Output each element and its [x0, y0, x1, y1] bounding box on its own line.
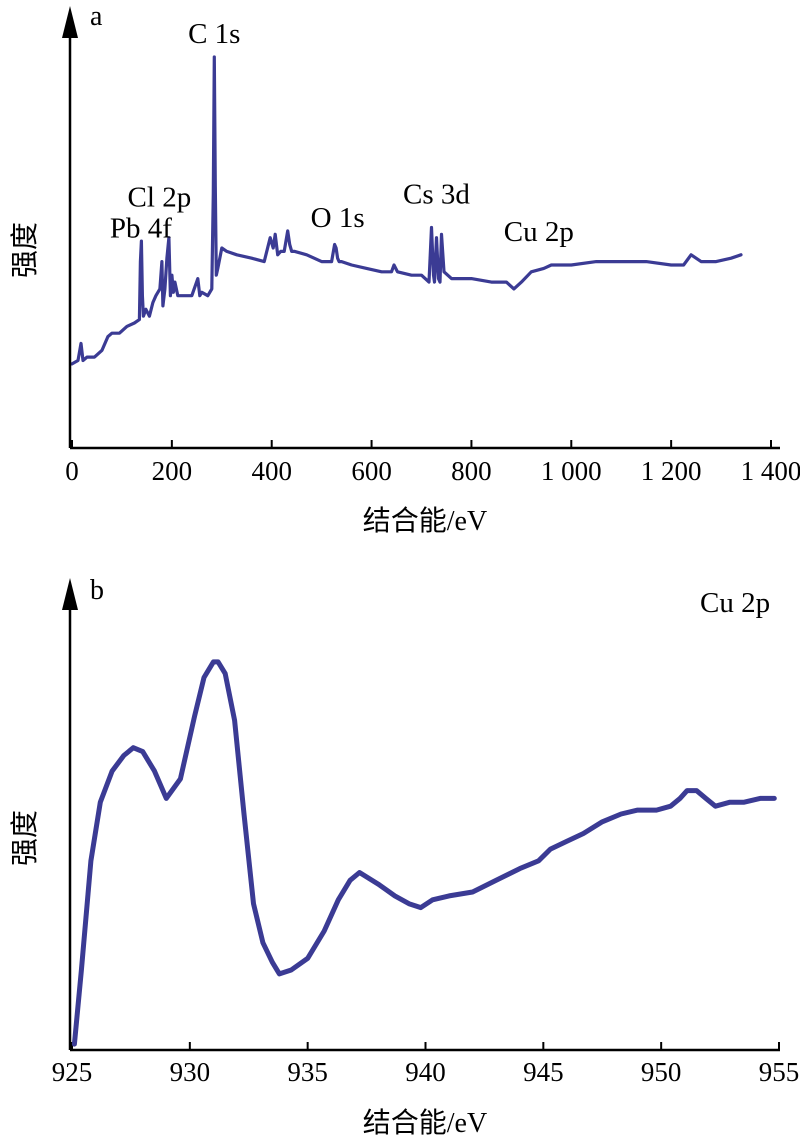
y-axis-title: 强度: [9, 810, 41, 866]
x-tick-label-925: 925: [52, 1057, 93, 1087]
panel-a-label: a: [90, 1, 103, 32]
panel-b-label: b: [90, 575, 104, 606]
x-tick-label-955: 955: [759, 1057, 800, 1087]
x-tick-label-400: 400: [251, 456, 292, 486]
x-tick-label-600: 600: [351, 456, 392, 486]
x-axis-tick-labels: 0 200 400 600 800 1 000 1 200 1 400: [65, 456, 800, 486]
panel-b-title: Cu 2p: [700, 587, 770, 619]
x-tick-label-800: 800: [451, 456, 492, 486]
x-tick-label-950: 950: [641, 1057, 682, 1087]
peak-label-o-1s: O 1s: [311, 202, 365, 234]
x-tick-label-1400: 1 400: [741, 456, 800, 486]
x-tick-label-0: 0: [65, 456, 79, 486]
peak-label-cs-3d: Cs 3d: [403, 178, 470, 210]
x-axis-ticks: [71, 440, 772, 448]
x-axis-title: 结合能/eV: [363, 505, 487, 537]
x-axis-title: 结合能/eV: [363, 1107, 487, 1139]
y-axis-arrow: [62, 6, 78, 38]
x-tick-label-1200: 1 200: [641, 456, 702, 486]
survey-spectrum-line: [70, 55, 743, 366]
peak-label-cu-2p: Cu 2p: [504, 216, 574, 248]
y-axis-arrow: [62, 578, 78, 610]
x-tick-label-935: 935: [287, 1057, 328, 1087]
survey-spectrum-panel: a 0 200 400 600 800 1 000 1 200 1 400 C 1s Cl 2p…: [9, 1, 800, 537]
x-axis-tick-labels: 925 930 935 940 945 950 955: [52, 1057, 800, 1087]
cu2p-spectrum-line: [71, 659, 777, 1047]
peak-label-pb-4f: Pb 4f: [110, 212, 172, 244]
x-axis-ticks: [71, 1042, 780, 1050]
peak-label-cl-2p: Cl 2p: [128, 182, 192, 214]
cu2p-spectrum-panel: b Cu 2p 925 930 935 940 945 950 955 强度 结合能/eV: [9, 575, 799, 1139]
y-axis-title: 强度: [9, 222, 41, 278]
x-tick-label-940: 940: [405, 1057, 446, 1087]
x-tick-label-930: 930: [170, 1057, 211, 1087]
x-tick-label-945: 945: [523, 1057, 564, 1087]
x-tick-label-200: 200: [152, 456, 193, 486]
peak-label-c-1s: C 1s: [188, 18, 240, 50]
x-tick-label-1000: 1 000: [541, 456, 602, 486]
